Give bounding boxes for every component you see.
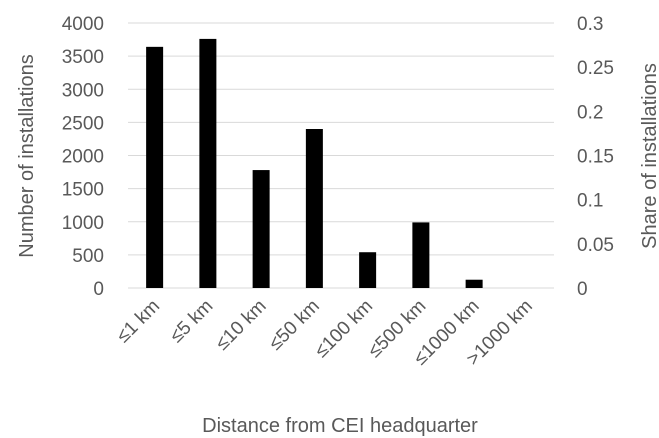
bar	[146, 46, 164, 288]
y2-axis-ticks: 0 0.05 0.1 0.15 0.2 0.25 0.3	[577, 14, 614, 300]
x-axis-title: Distance from CEI headquarter	[202, 415, 478, 437]
y2-tick-label: 0.15	[577, 147, 614, 168]
y-tick-label: 2500	[62, 113, 104, 134]
y-tick-label: 500	[72, 246, 104, 267]
y2-axis-title: Share of installations	[639, 63, 659, 249]
bar	[465, 279, 483, 288]
bar	[359, 252, 377, 288]
x-tick-label: ≤100 km	[311, 296, 377, 362]
y-tick-label: 3500	[62, 47, 104, 68]
bar	[199, 38, 217, 289]
y2-tick-label: 0	[577, 279, 588, 300]
y2-tick-label: 0.3	[577, 14, 603, 35]
y2-tick-label: 0.05	[577, 235, 614, 256]
bars	[146, 38, 483, 289]
x-tick-label: ≤10 km	[212, 296, 271, 355]
y-tick-label: 1000	[62, 213, 104, 234]
y2-tick-label: 0.25	[577, 58, 614, 79]
x-tick-label: ≤1 km	[113, 296, 164, 347]
y2-tick-label: 0.1	[577, 191, 603, 212]
bar	[252, 170, 270, 288]
bar	[412, 222, 430, 288]
y-tick-label: 1500	[62, 180, 104, 201]
y-tick-label: 4000	[62, 14, 104, 35]
y-axis-ticks: 0 500 1000 1500 2000 2500 3000 3500 4000	[62, 14, 104, 300]
bar	[305, 129, 323, 288]
y-axis-title: Number of installations	[16, 54, 38, 257]
y-tick-label: 0	[93, 279, 104, 300]
y-tick-label: 2000	[62, 147, 104, 168]
x-tick-label: ≤5 km	[166, 296, 217, 347]
y2-tick-label: 0.2	[577, 102, 603, 123]
y-tick-label: 3000	[62, 80, 104, 101]
x-axis-ticks: ≤1 km ≤5 km≤10 km≤50 km≤100 km≤500 km≤100…	[113, 296, 537, 370]
gridlines	[128, 22, 554, 289]
